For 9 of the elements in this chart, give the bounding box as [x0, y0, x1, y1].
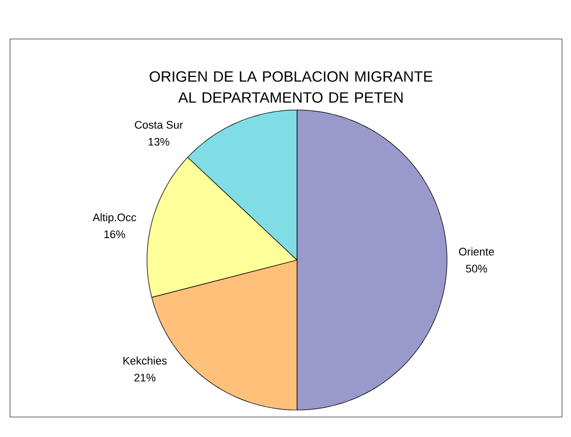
- slice-label: Kekchies: [124, 356, 167, 365]
- data-label: 50%: [466, 264, 488, 272]
- slice-label: Oriente: [459, 248, 494, 256]
- data-label: 21%: [134, 374, 156, 382]
- data-label: 16%: [104, 230, 126, 238]
- chart-title: ORIGEN DE LA POBLACION MIGRANTE AL DEPARTAMENTO DE PETEN: [150, 71, 432, 103]
- slice-label: Costa Sur: [134, 120, 183, 129]
- data-label: 13%: [148, 138, 170, 146]
- slice-label: Altip.Occ: [92, 213, 136, 224]
